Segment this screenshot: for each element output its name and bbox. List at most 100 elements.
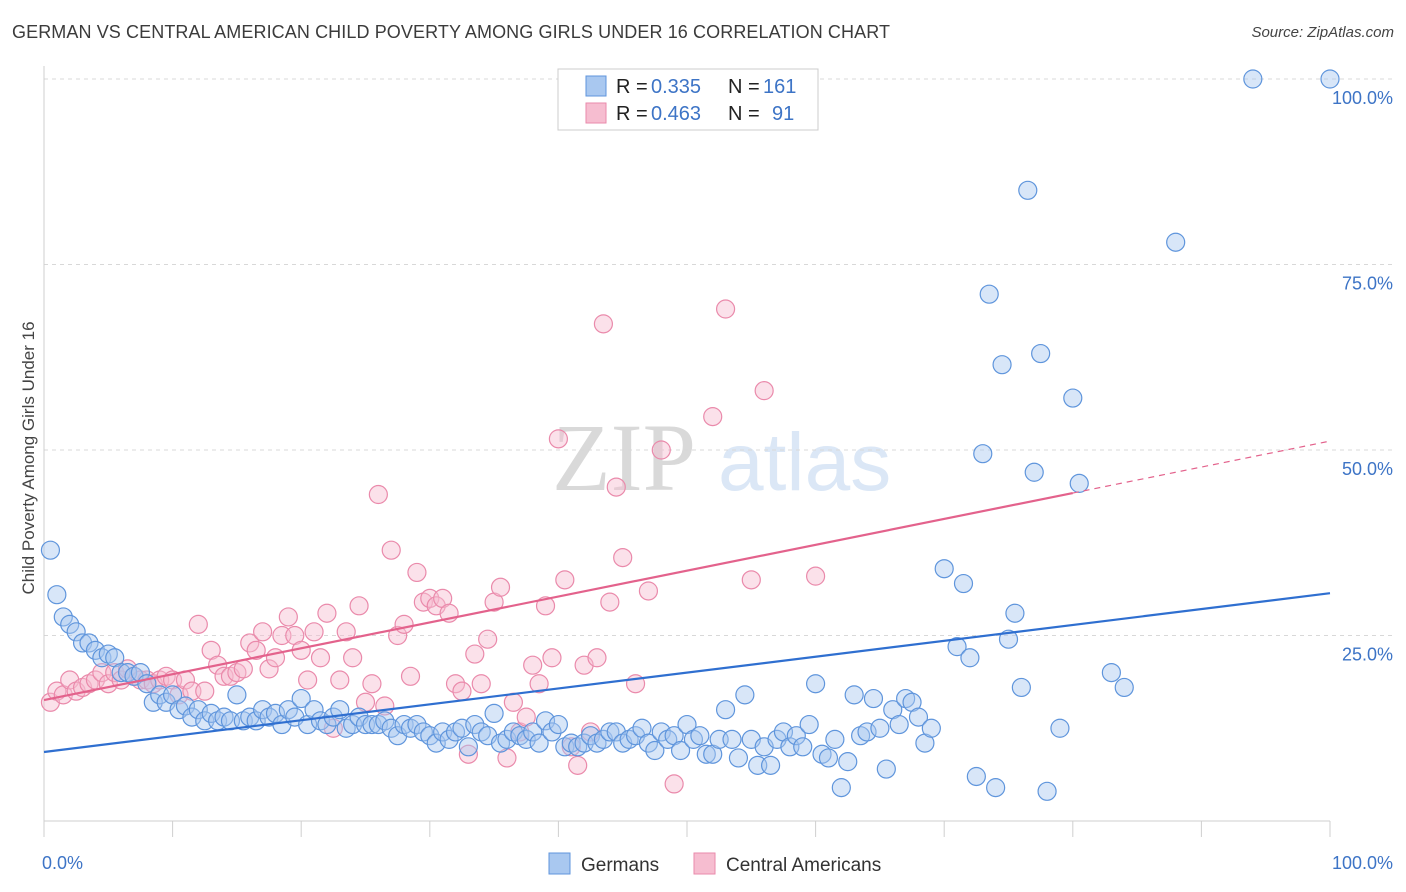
central-americans-point <box>317 603 337 623</box>
y-tick-label: 100.0% <box>1332 88 1393 108</box>
x-tick-label-max: 100.0% <box>1332 853 1393 873</box>
germans-point <box>1031 343 1051 364</box>
bottom-legend-central-americans-swatch <box>693 852 716 875</box>
central-americans-point <box>349 596 369 616</box>
central-americans-point <box>523 655 543 675</box>
central-americans-point <box>606 477 626 497</box>
germans-point <box>523 722 543 742</box>
germans-point <box>831 778 851 798</box>
central-americans-point <box>471 674 491 694</box>
germans-point <box>696 744 716 764</box>
germans-point <box>670 740 691 761</box>
germans-point <box>838 752 858 772</box>
germans-point <box>921 718 941 738</box>
germans-point <box>1063 388 1083 408</box>
legend-germans-n-value: 161 <box>763 76 796 98</box>
germans-point <box>465 714 485 735</box>
central-americans-point <box>195 681 215 701</box>
germans-point <box>542 722 562 742</box>
germans-point <box>253 700 273 720</box>
germans-point <box>690 726 710 746</box>
germans-point <box>535 711 556 731</box>
germans-point <box>992 355 1012 375</box>
central-americans-point <box>407 562 427 583</box>
germans-point <box>857 722 877 742</box>
germans-point <box>600 722 620 742</box>
germans-point <box>60 614 80 634</box>
central-americans-point <box>253 622 273 642</box>
central-americans-point <box>741 570 761 590</box>
germans-point <box>947 637 967 657</box>
legend-germans-swatch <box>585 75 607 97</box>
germans-point <box>818 748 839 768</box>
y-tick-label: 75.0% <box>1342 274 1393 294</box>
bottom-legend-central-americans-label: Central Americans <box>726 855 881 876</box>
germans-point <box>439 729 459 749</box>
germans-point <box>516 729 536 749</box>
germans-point <box>986 778 1006 798</box>
central-americans-point <box>233 659 253 679</box>
germans-point <box>362 714 382 735</box>
y-tick-label: 50.0% <box>1342 459 1393 479</box>
germans-point <box>966 766 986 787</box>
germans-point <box>793 737 813 757</box>
legend-central-americans-r-label: R = <box>616 103 648 125</box>
central-americans-point <box>343 648 363 668</box>
germans-point <box>638 733 659 753</box>
germans-point <box>953 573 974 594</box>
germans-point <box>201 703 221 724</box>
legend-central-americans-swatch <box>585 102 607 124</box>
germans-point <box>1005 603 1025 623</box>
central-americans-point <box>548 429 569 449</box>
germans-point <box>580 726 601 746</box>
watermark-zip: ZIP <box>552 404 696 511</box>
central-americans-point <box>529 674 549 694</box>
germans-point <box>760 755 781 775</box>
central-americans-point <box>381 540 401 560</box>
central-americans-point <box>593 314 614 334</box>
central-americans-point <box>330 670 350 690</box>
germans-point <box>47 585 67 605</box>
germans-point <box>40 540 61 560</box>
central-americans-point <box>336 622 356 642</box>
central-americans-point <box>600 592 620 612</box>
germans-trend-line <box>43 592 1331 754</box>
central-americans-point <box>445 674 466 694</box>
trend-lines <box>43 440 1331 754</box>
chart-title: GERMAN VS CENTRAL AMERICAN CHILD POVERTY… <box>12 22 891 42</box>
germans-point <box>728 748 749 768</box>
germans-point <box>452 718 472 738</box>
germans-point <box>548 714 569 735</box>
central-americans-point <box>246 640 266 660</box>
central-americans-point <box>613 547 633 568</box>
bottom-legend-germans-swatch <box>548 852 571 875</box>
germans-point <box>908 707 929 727</box>
central-americans-points <box>40 299 826 794</box>
germans-point <box>79 633 99 653</box>
germans-point <box>715 700 736 720</box>
central-americans-point <box>310 648 331 668</box>
legend-central-americans-r-value: 0.463 <box>651 103 701 125</box>
germans-point <box>1011 677 1031 698</box>
legend-germans-n-label: N = <box>728 76 760 98</box>
central-americans-point <box>240 633 260 653</box>
central-americans-point <box>452 681 472 701</box>
germans-point <box>1037 781 1057 801</box>
germans-point <box>722 729 742 749</box>
central-americans-point <box>259 659 279 679</box>
germans-point <box>1243 69 1263 89</box>
central-americans-point <box>188 614 208 634</box>
central-americans-point <box>478 629 498 649</box>
germans-point <box>805 674 826 694</box>
germans-point <box>278 700 298 720</box>
central-americans-point <box>587 648 607 668</box>
germans-point <box>175 696 196 716</box>
germans-point <box>651 722 671 742</box>
germans-point <box>375 711 395 731</box>
watermark: ZIP atlas <box>552 404 891 511</box>
gridlines <box>44 78 1392 636</box>
germans-point <box>979 284 999 304</box>
germans-point <box>1018 180 1038 200</box>
germans-point <box>1166 232 1186 252</box>
germans-point <box>786 726 806 746</box>
